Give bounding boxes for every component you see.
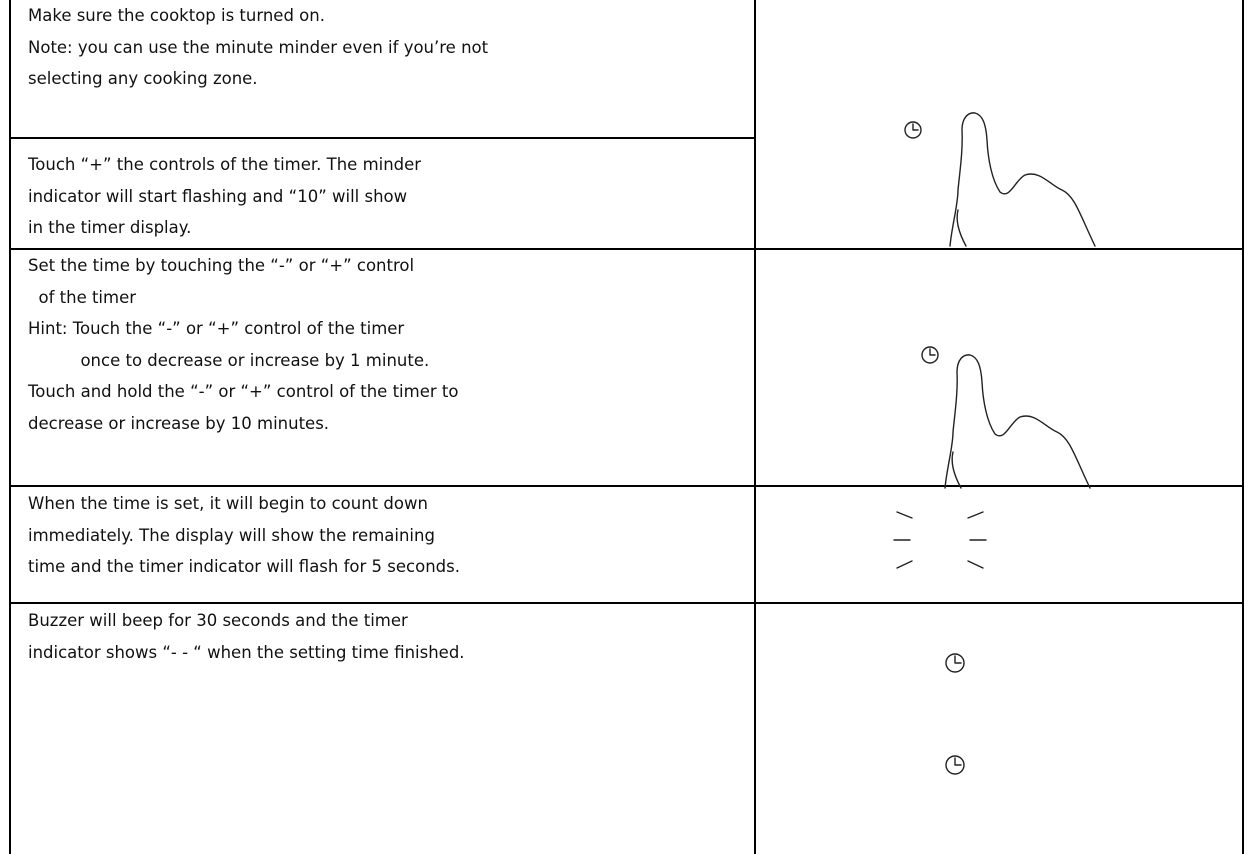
border [754,0,756,854]
text-line: indicator shows “- - “ when the setting … [28,642,465,662]
text-line: decrease or increase by 10 minutes. [28,413,330,433]
border [9,248,1244,250]
text-line: once to decrease or increase by 1 minute… [28,350,430,370]
instruction-cell: When the time is set, it will begin to c… [11,488,754,583]
text-line: When the time is set, it will begin to c… [28,494,428,513]
hand [949,112,1096,247]
text-line: selecting any cooking zone. [28,69,258,88]
flash-rays [893,511,987,569]
border [9,602,1244,604]
text-line: Hint: Touch the “-” or “+” control of th… [28,319,405,338]
text-line: in the timer display. [28,218,192,237]
text-line: time and the timer indicator will flash … [28,557,460,576]
instruction-cell: Set the time by touching the “-” or “+” … [11,250,754,439]
text-line: indicator will start flashing and “10” w… [28,186,408,206]
text-line: of the timer [28,287,137,307]
text-line: Buzzer will beep for 30 seconds and the … [28,611,408,630]
border [9,485,1244,487]
instruction-cell: Make sure the cooktop is turned on. Note:… [11,0,754,95]
clock-icon [945,653,965,673]
hand [944,354,1091,489]
text-line: immediately. The display will show the r… [28,525,435,545]
text-line: Note: you can use the minute minder even… [28,37,489,57]
border [9,0,11,854]
text-line: Set the time by touching the “-” or “+” … [28,256,415,275]
border [9,137,756,139]
instruction-cell: Touch “+” the controls of the timer. The… [11,149,754,244]
instruction-cell: Buzzer will beep for 30 seconds and the … [11,605,754,668]
clock-icon [921,346,939,364]
border [1242,0,1244,854]
clock-icon [945,755,965,775]
text-line: Touch “+” the controls of the timer. The… [28,155,422,174]
clock-icon [904,121,922,139]
text-line: Touch and hold the “-” or “+” control of… [28,382,459,401]
text-line: Make sure the cooktop is turned on. [28,6,325,25]
